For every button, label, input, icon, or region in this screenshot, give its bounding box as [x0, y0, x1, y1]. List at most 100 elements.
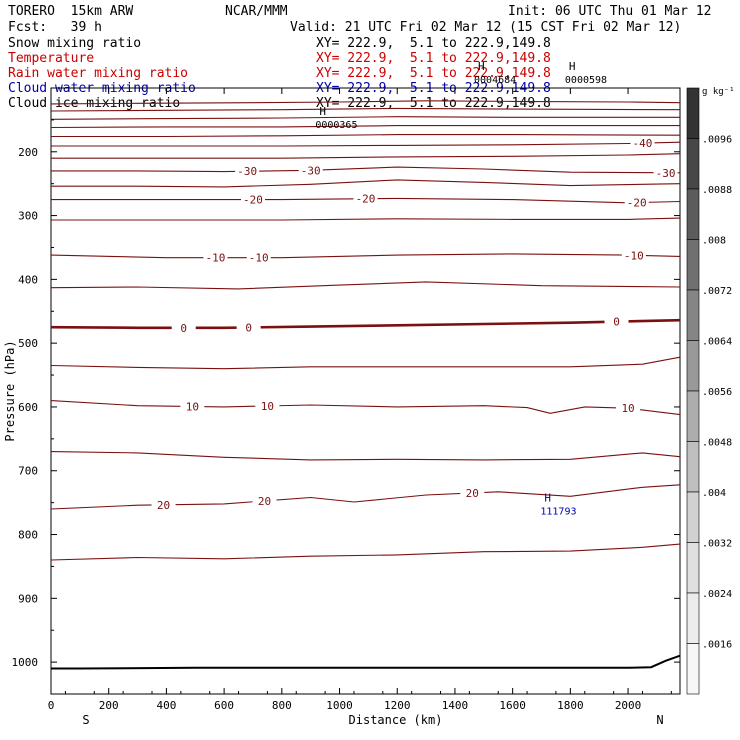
colorbar-tick-label: .0088 — [702, 185, 732, 196]
isotherm-line — [51, 217, 681, 221]
isotherm-line — [51, 179, 681, 188]
y-tick-label: 200 — [18, 146, 38, 159]
colorbar-segment — [686, 340, 700, 392]
contour-label: 20 — [466, 487, 479, 500]
contour-label-bg — [621, 248, 646, 263]
x-tick-label: 400 — [156, 699, 176, 712]
contour-label: 10 — [621, 402, 634, 415]
contour-label-bg — [252, 493, 277, 508]
contour-label: 0 — [613, 316, 620, 329]
y-tick-label: 800 — [18, 529, 38, 542]
contour-label-bg — [246, 250, 271, 265]
contour-label: -30 — [301, 164, 321, 177]
maximum-value: 111793 — [540, 506, 576, 517]
x-tick-label: 800 — [272, 699, 292, 712]
contour-label: 0 — [245, 321, 252, 334]
colorbar-segment — [686, 87, 700, 139]
contour-label: -10 — [249, 252, 269, 265]
contour-label: 10 — [261, 400, 274, 413]
x-tick-label: 1600 — [499, 699, 526, 712]
x-tick-label: 1800 — [557, 699, 584, 712]
y-tick-label: 700 — [18, 465, 38, 478]
colorbar-segment — [686, 542, 700, 594]
colorbar-segment — [686, 138, 700, 190]
isotherm-line — [50, 484, 681, 510]
forecast-hour: Fcst: 39 h — [8, 20, 102, 35]
plot-frame — [50, 87, 681, 695]
colorbar-tick-label: .0048 — [702, 438, 732, 449]
isotherm-line — [50, 253, 681, 259]
colorbar-segment — [686, 643, 700, 695]
maximum-marker: H — [569, 60, 576, 73]
contour-label: -20 — [627, 197, 647, 210]
contour-label: -30 — [237, 165, 257, 178]
contour-label-bg — [151, 497, 176, 512]
x-axis-right-end-label: N — [656, 713, 663, 727]
y-tick-label: 900 — [18, 592, 38, 605]
contour-label-bg — [171, 320, 196, 335]
maximum-marker: H — [544, 491, 551, 504]
contour-label: -10 — [624, 249, 644, 262]
field-name: Rain water mixing ratio — [8, 66, 189, 81]
x-tick-label: 2000 — [615, 699, 642, 712]
contour-label: 10 — [186, 400, 199, 413]
field-section-coords: XY= 222.9, 5.1 to 222.9,149.8 — [316, 36, 551, 51]
colorbar-tick-label: .0024 — [702, 589, 732, 600]
contour-label-bg — [630, 136, 655, 151]
isotherm-line — [50, 281, 681, 290]
ground-surface-line — [51, 654, 681, 670]
maximum-value: 0000598 — [565, 75, 607, 86]
maximum-value: 0000365 — [315, 120, 357, 131]
contour-label-bg — [298, 163, 323, 178]
contour-label-bg — [353, 191, 378, 206]
colorbar-tick-label: .0096 — [702, 135, 732, 146]
colorbar-unit: g kg⁻¹ — [702, 87, 735, 97]
contour-label-bg — [255, 398, 280, 413]
colorbar-segment — [686, 239, 700, 291]
colorbar-tick-label: .0016 — [702, 640, 732, 651]
x-tick-label: 1000 — [326, 699, 353, 712]
colorbar-segment — [686, 188, 700, 240]
isotherm-line — [50, 125, 680, 129]
valid-time: Valid: 21 UTC Fri 02 Mar 12 (15 CST Fri … — [290, 20, 682, 35]
field-section-coords: XY= 222.9, 5.1 to 222.9,149.8 — [316, 96, 551, 111]
isotherm-line — [50, 356, 681, 370]
contour-label-bg — [240, 192, 265, 207]
y-tick-label: 1000 — [12, 656, 39, 669]
contour-label: 20 — [258, 495, 271, 508]
colorbar-tick-label: .0072 — [702, 286, 732, 297]
contour-label: -40 — [633, 137, 653, 150]
x-tick-label: 1400 — [442, 699, 469, 712]
x-tick-label: 0 — [48, 699, 55, 712]
isotherm-line — [50, 400, 681, 416]
isotherm-line — [50, 451, 681, 461]
model-title: TORERO 15km ARW — [8, 4, 134, 19]
field-name: Temperature — [8, 51, 95, 66]
contour-label-bg — [616, 401, 641, 416]
contour-label: -30 — [656, 167, 676, 180]
isotherm-line — [50, 107, 681, 112]
colorbar-segment — [686, 592, 700, 644]
contour-label-bg — [203, 250, 228, 265]
y-tick-label: 300 — [18, 210, 38, 223]
colorbar-tick-label: .0056 — [702, 387, 732, 398]
isotherm-line — [51, 153, 681, 159]
y-tick-label: 500 — [18, 337, 38, 350]
colorbar-segment — [686, 441, 700, 493]
zero-isotherm — [50, 318, 681, 330]
field-name: Snow mixing ratio — [8, 36, 142, 51]
contour-label-bg — [235, 164, 260, 179]
contour-label: -20 — [356, 193, 376, 206]
contour-label-bg — [236, 320, 261, 335]
colorbar-segment — [686, 390, 700, 442]
x-tick-label: 600 — [214, 699, 234, 712]
contour-label-bg — [653, 165, 678, 180]
isotherm-line — [51, 134, 681, 138]
y-tick-label: 400 — [18, 273, 38, 286]
init-time: Init: 06 UTC Thu 01 Mar 12 — [508, 4, 712, 19]
x-tick-label: 200 — [99, 699, 119, 712]
y-tick-label: 600 — [18, 401, 38, 414]
colorbar-tick-label: .008 — [702, 236, 726, 247]
contour-label-bg — [460, 485, 485, 500]
